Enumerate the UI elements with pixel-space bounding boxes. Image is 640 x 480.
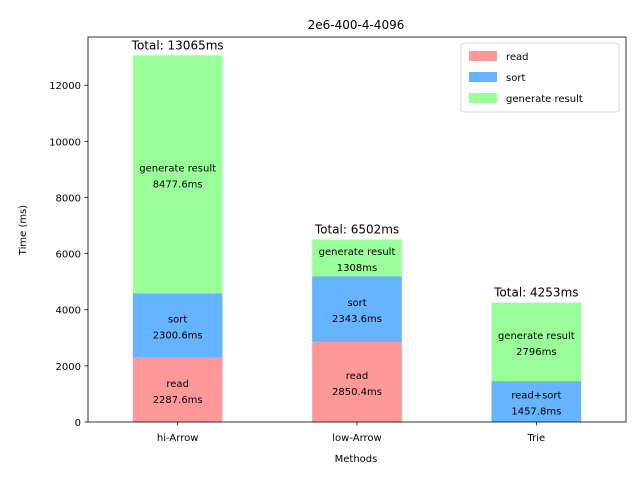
bar-segment-read bbox=[132, 357, 223, 422]
segment-value-label: 1457.8ms bbox=[511, 407, 561, 418]
y-tick-label: 10000 bbox=[49, 137, 81, 148]
bar-segment-sort bbox=[132, 293, 223, 358]
segment-value-label: 2850.4ms bbox=[332, 387, 382, 398]
y-tick-label: 12000 bbox=[49, 81, 81, 92]
segment-name-label: sort bbox=[347, 298, 366, 309]
y-tick-label: 4000 bbox=[56, 306, 81, 317]
segment-value-label: 2287.6ms bbox=[153, 395, 203, 406]
segment-name-label: read bbox=[346, 371, 369, 382]
bar-segment-generate-result bbox=[312, 239, 402, 277]
segment-value-label: 1308ms bbox=[337, 263, 377, 274]
bar-segment-sort bbox=[312, 276, 402, 343]
x-tick-label: Trie bbox=[526, 433, 545, 444]
y-tick-label: 2000 bbox=[56, 362, 81, 373]
segment-value-label: 2300.6ms bbox=[153, 331, 203, 342]
legend-swatch bbox=[469, 51, 497, 61]
plot-area: read 2287.6ms sort 2300.6ms generate result 8… bbox=[49, 36, 627, 444]
bar-total-label: Total: 13065ms bbox=[131, 38, 224, 52]
legend: read sort generate result bbox=[460, 42, 620, 113]
segment-name-label: sort bbox=[168, 315, 187, 326]
segment-name-label: generate result bbox=[139, 163, 216, 174]
legend-box bbox=[460, 42, 620, 113]
y-tick-label: 0 bbox=[75, 418, 81, 429]
bar-segment-read bbox=[312, 342, 402, 422]
segment-name-label: generate result bbox=[498, 331, 575, 342]
x-tick-label: low-Arrow bbox=[332, 433, 381, 444]
chart-title: 2e6-400-4-4096 bbox=[308, 18, 405, 32]
segment-name-label: read bbox=[166, 379, 189, 390]
segment-value-label: 2343.6ms bbox=[332, 314, 382, 325]
legend-label: generate result bbox=[506, 94, 583, 105]
bar-total-label: Total: 4253ms bbox=[493, 286, 578, 300]
y-axis-label: Time (ms) bbox=[18, 205, 29, 257]
y-tick-label: 6000 bbox=[56, 250, 81, 261]
x-axis-label: Methods bbox=[335, 454, 378, 465]
bar-total-label: Total: 6502ms bbox=[314, 223, 399, 237]
y-tick-label: 8000 bbox=[56, 193, 81, 204]
x-tick-label: hi-Arrow bbox=[157, 433, 198, 444]
segment-value-label: 8477.6ms bbox=[153, 179, 203, 190]
bar-segment-read-sort bbox=[491, 381, 582, 422]
segment-name-label: read+sort bbox=[511, 391, 561, 402]
legend-label: read bbox=[506, 52, 529, 63]
bar-segment-generate-result bbox=[491, 302, 582, 382]
bar-segment-generate-result bbox=[132, 55, 223, 294]
legend-label: sort bbox=[506, 73, 525, 84]
legend-swatch bbox=[469, 93, 497, 103]
legend-swatch bbox=[469, 72, 497, 82]
segment-value-label: 2796ms bbox=[516, 347, 556, 358]
segment-name-label: generate result bbox=[319, 247, 396, 258]
